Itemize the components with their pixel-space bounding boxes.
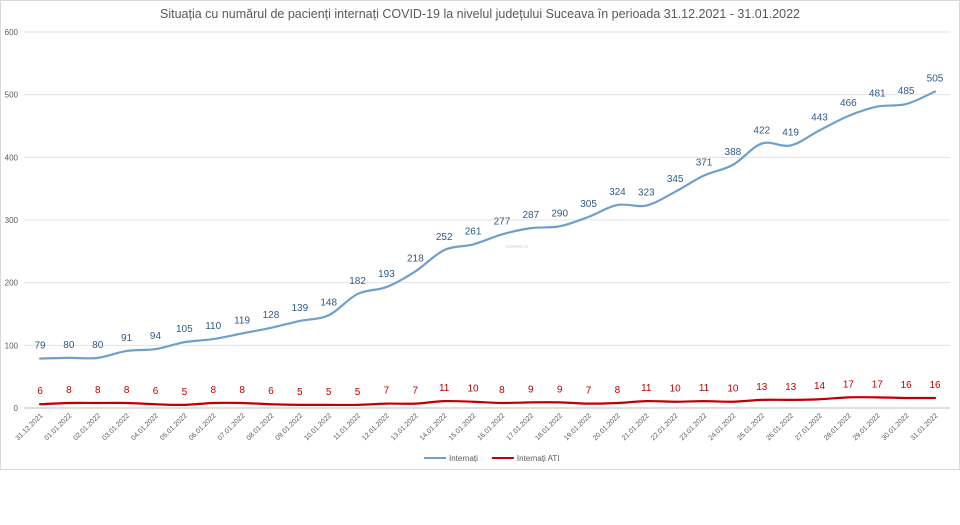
series-line-0 (38, 90, 937, 360)
data-label: 443 (811, 112, 828, 123)
data-label: 10 (468, 384, 480, 395)
legend-label: Internați (449, 454, 478, 463)
data-label: 7 (586, 386, 592, 397)
data-label: 505 (927, 74, 944, 85)
data-label: 290 (551, 208, 568, 219)
data-label: 388 (725, 147, 742, 158)
series-line-1 (38, 396, 937, 407)
data-label: 16 (929, 380, 941, 391)
data-label: 5 (182, 387, 188, 398)
data-label: 9 (557, 384, 563, 395)
data-label: 481 (869, 89, 886, 100)
gridlines (24, 31, 950, 409)
y-tick-label: 400 (5, 153, 19, 162)
data-label: 5 (355, 387, 361, 398)
data-label: 8 (499, 385, 505, 396)
data-label: 148 (320, 297, 337, 308)
data-label: 91 (121, 333, 133, 344)
data-label: 5 (297, 387, 303, 398)
data-label: 13 (785, 382, 797, 393)
chart-border (0, 0, 960, 470)
data-label: 371 (696, 158, 713, 169)
data-label: 8 (615, 385, 621, 396)
y-tick-label: 0 (14, 404, 19, 413)
data-label: 16 (901, 380, 913, 391)
data-label: 80 (92, 340, 104, 351)
data-label: 128 (263, 310, 280, 321)
data-label: 10 (670, 384, 682, 395)
data-label: 14 (814, 381, 826, 392)
data-label: 261 (465, 226, 482, 237)
data-label: 139 (291, 303, 308, 314)
data-label: 94 (150, 331, 162, 342)
data-label: 110 (205, 321, 221, 332)
data-label: 79 (34, 340, 46, 351)
data-label: 422 (753, 126, 770, 137)
data-label: 182 (349, 276, 366, 287)
data-label: 218 (407, 253, 424, 264)
data-label: 193 (378, 269, 395, 280)
data-label: 11 (641, 383, 652, 394)
data-label: 8 (66, 385, 72, 396)
data-label: 6 (37, 386, 43, 397)
data-label: 277 (494, 216, 511, 227)
data-label: 6 (268, 386, 274, 397)
chart-title: Situația cu numărul de pacienți internaț… (160, 7, 800, 21)
data-label: 8 (95, 385, 101, 396)
data-label: 5 (326, 387, 332, 398)
data-label: 105 (176, 324, 193, 335)
y-tick-label: 500 (5, 91, 19, 100)
data-label: 13 (756, 382, 768, 393)
data-label: 11 (699, 383, 710, 394)
data-label: 252 (436, 232, 453, 243)
data-label: 6 (153, 386, 159, 397)
data-label: 7 (384, 386, 390, 397)
data-label: 10 (727, 384, 739, 395)
data-label: 17 (872, 379, 884, 390)
legend: Internați Internați ATI (424, 454, 559, 463)
data-label: 466 (840, 98, 857, 109)
series (38, 90, 937, 407)
data-label: 345 (667, 174, 684, 185)
data-label: 287 (522, 210, 539, 221)
data-label: 8 (124, 385, 130, 396)
data-label: 323 (638, 188, 655, 199)
data-label: 305 (580, 199, 597, 210)
data-label: 9 (528, 384, 534, 395)
y-tick-label: 200 (5, 279, 19, 288)
data-label: 485 (898, 86, 915, 97)
data-label: 419 (782, 127, 799, 138)
data-label: 324 (609, 187, 626, 198)
data-label: 11 (439, 383, 450, 394)
y-axis: 0 100 200 300 400 500 600 (5, 28, 19, 413)
data-label: 7 (413, 386, 419, 397)
data-label: 17 (843, 379, 855, 390)
data-label: 8 (210, 385, 216, 396)
watermark: svnews.ro (506, 244, 529, 250)
legend-label: Internați ATI (517, 454, 560, 463)
data-label: 80 (63, 340, 75, 351)
data-label: 8 (239, 385, 245, 396)
data-label: 119 (234, 315, 250, 326)
y-tick-label: 100 (5, 341, 19, 350)
y-tick-label: 300 (5, 216, 19, 225)
y-tick-label: 600 (5, 28, 19, 37)
